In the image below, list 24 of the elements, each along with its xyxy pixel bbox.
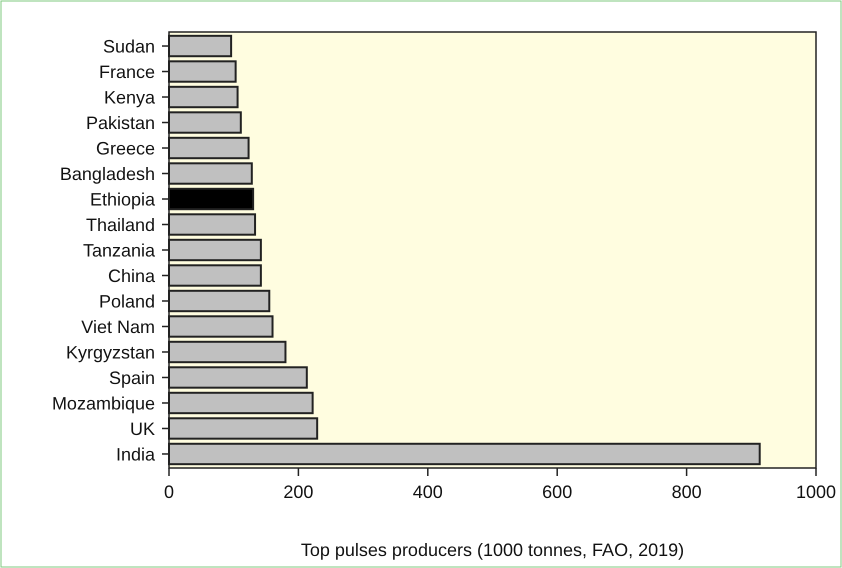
x-tick-label: 800 <box>672 482 702 502</box>
x-tick-label: 600 <box>542 482 572 502</box>
y-tick-label: Pakistan <box>86 112 155 133</box>
y-tick-label: Mozambique <box>52 393 155 414</box>
x-tick-label: 0 <box>164 482 174 502</box>
y-tick-label: Kenya <box>104 87 156 108</box>
y-tick-label: Greece <box>96 138 155 158</box>
y-tick-label: Spain <box>108 368 155 388</box>
x-tick-label: 400 <box>412 482 443 502</box>
x-axis-title: Top pulses producers (1000 tonnes, FAO, 2019) <box>300 540 684 560</box>
y-tick-label: Poland <box>98 291 155 312</box>
y-tick-label: France <box>98 62 155 82</box>
y-tick-label: Kyrgyzstan <box>66 342 155 362</box>
y-tick-label: India <box>116 444 156 464</box>
y-tick-label: Sudan <box>102 36 155 56</box>
y-tick-label: Viet Nam <box>81 316 155 337</box>
y-tick-label: Thailand <box>86 214 155 235</box>
x-tick-label: 1000 <box>796 482 836 502</box>
y-tick-label: Tanzania <box>82 240 156 260</box>
y-tick-label: Bangladesh <box>60 164 155 184</box>
y-tick-label: UK <box>130 418 155 439</box>
y-tick-label: China <box>108 266 156 286</box>
x-tick-label: 200 <box>283 482 314 502</box>
y-tick-label: Ethiopia <box>90 189 156 210</box>
